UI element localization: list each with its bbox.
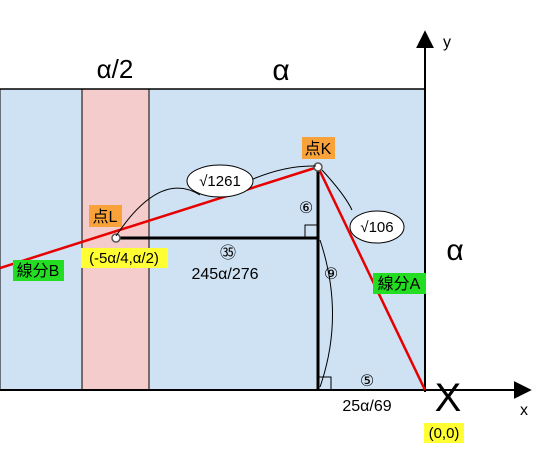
point-K-label: 点K (305, 140, 332, 158)
length-LK-label: √1261 (199, 173, 241, 190)
length-KA-ellipse (349, 210, 405, 244)
half-alpha-label: α/2 (97, 54, 134, 84)
segment-A-line (316, 166, 427, 391)
right-angle-marker-upper (304, 224, 319, 239)
length-LK-ellipse (186, 164, 254, 198)
horizontal-ratio-label: ㉟ (220, 244, 236, 262)
point-K-tag (302, 137, 335, 159)
point-L-dot (111, 233, 121, 243)
vertical-small-ratio-label: ⑥ (299, 200, 313, 217)
origin-coord-tag (424, 423, 464, 443)
region-left-blue (0, 88, 83, 391)
bottom-ratio-label: ⑤ (360, 373, 374, 390)
point-L-tag (89, 205, 122, 227)
horizontal-value-label: 245α/276 (191, 266, 258, 283)
segment-B-tag (13, 260, 64, 281)
segment-A-tag (373, 273, 426, 294)
point-L-label: 点L (93, 208, 118, 226)
segment-A-label: 線分A (378, 275, 421, 293)
point-L-coord-tag (81, 248, 168, 268)
segment-B-label: 線分B (17, 262, 60, 280)
x-axis-label: x (520, 402, 528, 419)
right-angle-marker-lower (317, 376, 332, 391)
length-KA-label: √106 (360, 219, 393, 236)
segment-B-line (0, 165, 319, 270)
origin-mark: X (435, 376, 462, 420)
alpha-right-label: α (446, 234, 463, 267)
point-L-coord-label: (-5α/4,α/2) (89, 250, 159, 267)
origin-coord-label: (0,0) (429, 425, 460, 442)
y-axis-label: y (443, 34, 451, 51)
vertical-ratio-label: ⑨ (324, 266, 338, 283)
bottom-value-label: 25α/69 (342, 398, 391, 415)
alpha-top-label: α (272, 54, 289, 87)
brace-KA (321, 169, 353, 211)
point-K-dot (313, 162, 323, 172)
brace-LK (115, 187, 201, 237)
brace-vertical (319, 239, 333, 388)
